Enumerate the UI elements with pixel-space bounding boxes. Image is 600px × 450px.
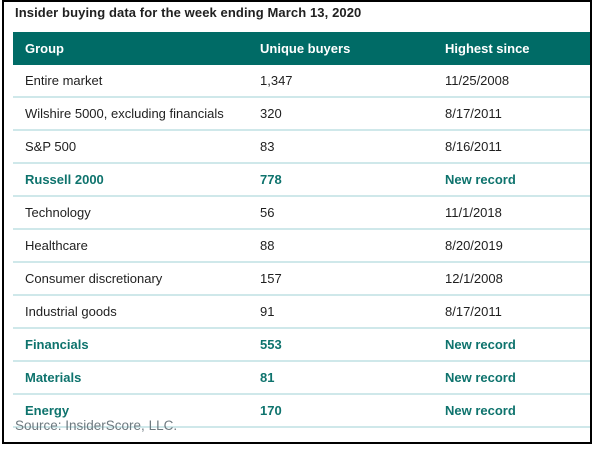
cell-highest-since: New record xyxy=(445,394,590,428)
table-row: Materials 81 New record xyxy=(13,361,590,395)
cell-unique-buyers: 320 xyxy=(260,97,445,131)
cell-highest-since: 11/1/2018 xyxy=(445,196,590,230)
column-header-group: Group xyxy=(13,32,260,65)
table-row: Wilshire 5000, excluding financials 320 … xyxy=(13,97,590,131)
cell-group: S&P 500 xyxy=(13,130,260,164)
cell-highest-since: 12/1/2008 xyxy=(445,262,590,296)
table-row: Entire market 1,347 11/25/2008 xyxy=(13,65,590,98)
cell-unique-buyers: 157 xyxy=(260,262,445,296)
cell-unique-buyers: 83 xyxy=(260,130,445,164)
source-note: Source: InsiderScore, LLC. xyxy=(15,418,178,433)
cell-highest-since: New record xyxy=(445,361,590,395)
cell-highest-since: 11/25/2008 xyxy=(445,65,590,98)
table-row: Healthcare 88 8/20/2019 xyxy=(13,229,590,263)
cell-unique-buyers: 778 xyxy=(260,163,445,197)
table-row: Energy 170 New record xyxy=(13,394,590,428)
table-row: Financials 553 New record xyxy=(13,328,590,362)
cell-unique-buyers: 170 xyxy=(260,394,445,428)
cell-highest-since: 8/17/2011 xyxy=(445,97,590,131)
cell-group: Technology xyxy=(13,196,260,230)
cell-group: Financials xyxy=(13,328,260,362)
cell-unique-buyers: 81 xyxy=(260,361,445,395)
table-row: Consumer discretionary 157 12/1/2008 xyxy=(13,262,590,296)
cell-unique-buyers: 56 xyxy=(260,196,445,230)
chart-frame: Insider buying data for the week ending … xyxy=(2,0,592,444)
table-row: S&P 500 83 8/16/2011 xyxy=(13,130,590,164)
table-row: Technology 56 11/1/2018 xyxy=(13,196,590,230)
table-header-row: Group Unique buyers Highest since xyxy=(13,32,590,65)
chart-title: Insider buying data for the week ending … xyxy=(15,5,362,20)
column-header-unique-buyers: Unique buyers xyxy=(260,32,445,65)
cell-group: Wilshire 5000, excluding financials xyxy=(13,97,260,131)
table-row: Industrial goods 91 8/17/2011 xyxy=(13,295,590,329)
cell-highest-since: 8/20/2019 xyxy=(445,229,590,263)
cell-group: Healthcare xyxy=(13,229,260,263)
cell-group: Russell 2000 xyxy=(13,163,260,197)
cell-highest-since: New record xyxy=(445,163,590,197)
cell-group: Entire market xyxy=(13,65,260,98)
cell-highest-since: 8/16/2011 xyxy=(445,130,590,164)
table-row: Russell 2000 778 New record xyxy=(13,163,590,197)
cell-unique-buyers: 1,347 xyxy=(260,65,445,98)
cell-highest-since: New record xyxy=(445,328,590,362)
cell-group: Consumer discretionary xyxy=(13,262,260,296)
cell-highest-since: 8/17/2011 xyxy=(445,295,590,329)
cell-group: Energy xyxy=(13,394,260,428)
cell-unique-buyers: 91 xyxy=(260,295,445,329)
cell-group: Materials xyxy=(13,361,260,395)
column-header-highest-since: Highest since xyxy=(445,32,590,65)
insider-buying-table: Group Unique buyers Highest since Entire… xyxy=(13,32,590,428)
cell-group: Industrial goods xyxy=(13,295,260,329)
cell-unique-buyers: 553 xyxy=(260,328,445,362)
cell-unique-buyers: 88 xyxy=(260,229,445,263)
